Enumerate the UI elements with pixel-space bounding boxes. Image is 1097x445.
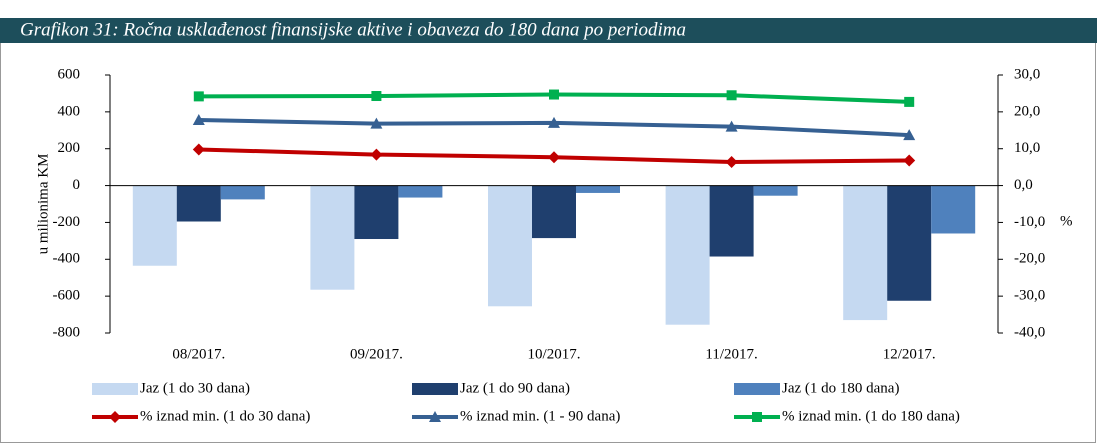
- bar: [887, 185, 932, 301]
- line-marker: [370, 117, 383, 129]
- line-marker: [548, 151, 560, 164]
- bar: [931, 185, 976, 234]
- x-tick-label: 10/2017.: [528, 346, 581, 362]
- bar: [532, 185, 576, 239]
- line-marker: [726, 90, 737, 101]
- y2-tick-label: 10,0: [1014, 140, 1040, 156]
- y-tick-label: 0: [73, 177, 81, 193]
- bar: [709, 185, 754, 257]
- y-tick-label: -400: [53, 251, 81, 267]
- line-marker: [904, 96, 915, 107]
- x-tick-label: 08/2017.: [172, 346, 225, 362]
- line-marker: [725, 120, 738, 132]
- chart-title: Grafikon 31: Ročna usklađenost finansijs…: [20, 19, 686, 40]
- y2-tick-label: 0,0: [1014, 177, 1033, 193]
- bar: [843, 185, 888, 321]
- y-tick-label: 600: [58, 66, 81, 82]
- bar: [576, 185, 620, 193]
- legend-label: % iznad min. (1 - 90 dana): [460, 408, 620, 424]
- bar: [220, 185, 265, 200]
- bar: [132, 185, 177, 266]
- y2-tick-label: -10,0: [1014, 214, 1045, 230]
- bar: [753, 185, 798, 196]
- y-tick-label: 400: [58, 103, 81, 119]
- y2-tick-label: 30,0: [1014, 66, 1040, 82]
- title-bar: [0, 18, 1097, 43]
- line-marker: [371, 91, 382, 102]
- line-marker: [725, 155, 738, 168]
- line-marker: [903, 129, 916, 141]
- line-marker: [752, 412, 762, 422]
- bar: [310, 185, 355, 290]
- bar: [176, 185, 221, 222]
- x-tick-label: 12/2017.: [883, 346, 936, 362]
- bar: [398, 185, 443, 198]
- x-tick-label: 11/2017.: [705, 346, 757, 362]
- bar: [354, 185, 399, 240]
- legend-swatch: [92, 383, 138, 395]
- line-marker: [429, 411, 441, 422]
- line-marker: [193, 91, 204, 102]
- y-tick-label: 200: [58, 140, 81, 156]
- bar: [665, 185, 710, 325]
- bar: [488, 185, 532, 307]
- y2-tick-label: 20,0: [1014, 103, 1040, 119]
- y-tick-label: -200: [53, 214, 81, 230]
- y-tick-label: -800: [53, 324, 81, 340]
- x-tick-label: 09/2017.: [350, 346, 403, 362]
- legend-swatch: [734, 383, 780, 395]
- y2-axis-label: %: [1060, 213, 1073, 229]
- legend-swatch: [412, 383, 458, 395]
- line-marker: [903, 154, 916, 167]
- line-marker: [109, 411, 121, 423]
- line-marker: [192, 113, 205, 125]
- line-marker: [370, 148, 383, 161]
- y-tick-label: -600: [53, 288, 81, 304]
- line-marker: [549, 89, 559, 100]
- legend-label: Jaz (1 do 180 dana): [782, 380, 899, 396]
- y2-tick-label: -30,0: [1014, 288, 1045, 304]
- y2-tick-label: -40,0: [1014, 324, 1045, 340]
- legend-label: % iznad min. (1 do 180 dana): [782, 408, 960, 424]
- legend-label: Jaz (1 do 30 dana): [140, 380, 250, 396]
- legend-label: % iznad min. (1 do 30 dana): [140, 408, 310, 424]
- legend-label: Jaz (1 do 90 dana): [460, 380, 570, 396]
- y2-tick-label: -20,0: [1014, 251, 1045, 267]
- line-marker: [548, 116, 560, 128]
- y-axis-label: u milionima KM: [35, 154, 51, 255]
- line-marker: [192, 143, 205, 156]
